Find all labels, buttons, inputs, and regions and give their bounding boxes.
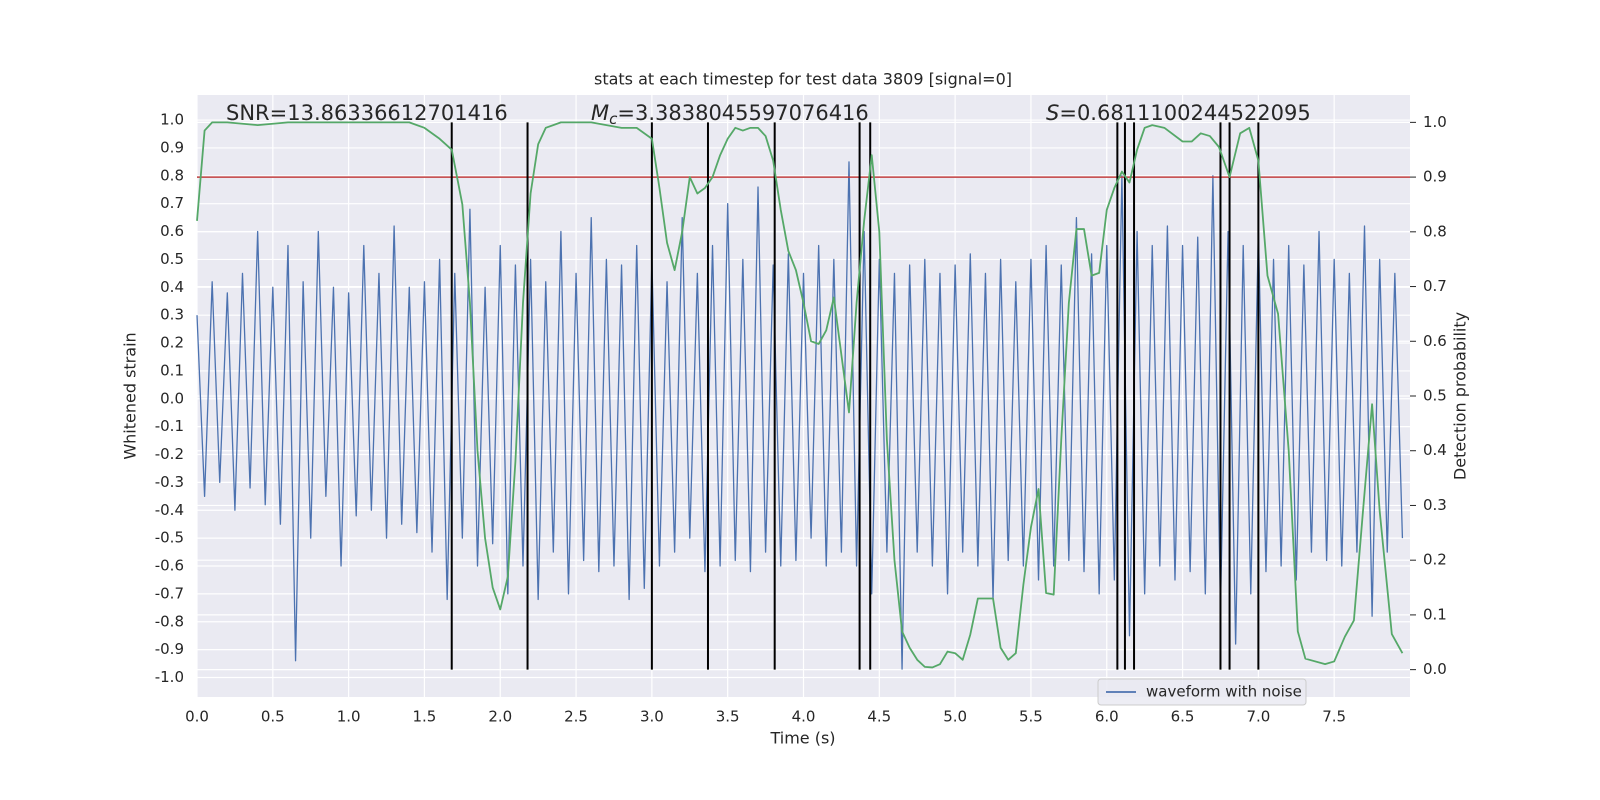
x-tick-label: 0.0: [185, 708, 209, 726]
y-tick-label: -0.3: [155, 473, 184, 491]
y-tick-label: -0.8: [155, 612, 184, 630]
y-tick-label: 0.1: [160, 361, 184, 379]
annotation: S=0.6811100244522095: [1046, 101, 1311, 125]
y2-tick-label: 0.1: [1423, 605, 1447, 623]
y2-tick-label: 0.4: [1423, 441, 1447, 459]
y2-tick-label: 1.0: [1423, 113, 1447, 131]
y-tick-label: -0.5: [155, 529, 184, 547]
y2-tick-label: 0.7: [1423, 277, 1447, 295]
y-tick-label: 0.3: [160, 306, 184, 324]
y2-tick-label: 0.2: [1423, 551, 1447, 569]
y-axis-label: Whitened strain: [121, 332, 140, 459]
y-tick-label: -1.0: [155, 668, 184, 686]
x-tick-label: 1.0: [337, 708, 361, 726]
y-tick-label: -0.7: [155, 584, 184, 602]
annotation-symbol: S: [1046, 101, 1059, 125]
annotation-text: =0.6811100244522095: [1059, 101, 1310, 125]
x-axis-label: Time (s): [769, 729, 835, 748]
legend-label: waveform with noise: [1146, 683, 1302, 701]
y-tick-label: -0.4: [155, 501, 184, 519]
y2-tick-label: 0.8: [1423, 222, 1447, 240]
x-tick-label: 2.0: [488, 708, 512, 726]
y-tick-label: -0.2: [155, 445, 184, 463]
x-tick-label: 3.5: [716, 708, 740, 726]
y-tick-label: 0.2: [160, 334, 184, 352]
x-tick-label: 2.5: [564, 708, 588, 726]
grid: [196, 95, 1410, 697]
y2-axis-label: Detection probability: [1451, 312, 1470, 480]
x-tick-label: 7.5: [1322, 708, 1346, 726]
y2-tick-label: 0.5: [1423, 387, 1447, 405]
annotation-symbol: M: [591, 101, 609, 125]
x-tick-label: 0.5: [261, 708, 285, 726]
y-tick-label: -0.6: [155, 557, 184, 575]
annotation: Mc=3.3838045597076416: [591, 101, 869, 128]
y-tick-label: -0.1: [155, 417, 184, 435]
x-tick-label: 5.0: [943, 708, 967, 726]
marks: [196, 121, 1410, 670]
series-line: [196, 121, 1404, 669]
x-tick-label: 4.5: [867, 708, 891, 726]
legend: waveform with noise: [1097, 678, 1307, 706]
x-tick-label: 1.5: [413, 708, 437, 726]
x-tick-label: 3.0: [640, 708, 664, 726]
y-tick-label: 1.0: [160, 111, 184, 129]
chart-title: stats at each timestep for test data 380…: [594, 70, 1012, 89]
labels: stats at each timestep for test data 380…: [121, 70, 1470, 748]
x-tick-label: 6.5: [1171, 708, 1195, 726]
annotation-text: =3.3838045597076416: [617, 101, 868, 125]
annotation-subscript: c: [609, 110, 618, 128]
y-tick-label: 0.6: [160, 222, 184, 240]
x-tick-label: 4.0: [792, 708, 816, 726]
y-tick-label: -0.9: [155, 640, 184, 658]
y-tick-label: 0.9: [160, 138, 184, 156]
x-tick-label: 7.0: [1246, 708, 1270, 726]
y-tick-label: 0.0: [160, 389, 184, 407]
y2-tick-label: 0.3: [1423, 496, 1447, 514]
legend-box: [1097, 678, 1307, 706]
y2-tick-label: 0.9: [1423, 168, 1447, 186]
y2-tick-label: 0.6: [1423, 332, 1447, 350]
x-tick-label: 6.0: [1095, 708, 1119, 726]
y-tick-label: 0.8: [160, 166, 184, 184]
y-tick-label: 0.4: [160, 278, 184, 296]
annotation: SNR=13.86336612701416: [226, 101, 508, 125]
y-tick-label: 0.7: [160, 194, 184, 212]
x-tick-label: 5.5: [1019, 708, 1043, 726]
series-line: [196, 161, 1404, 670]
y2-tick-label: 0.0: [1423, 660, 1447, 678]
y-tick-label: 0.5: [160, 250, 184, 268]
